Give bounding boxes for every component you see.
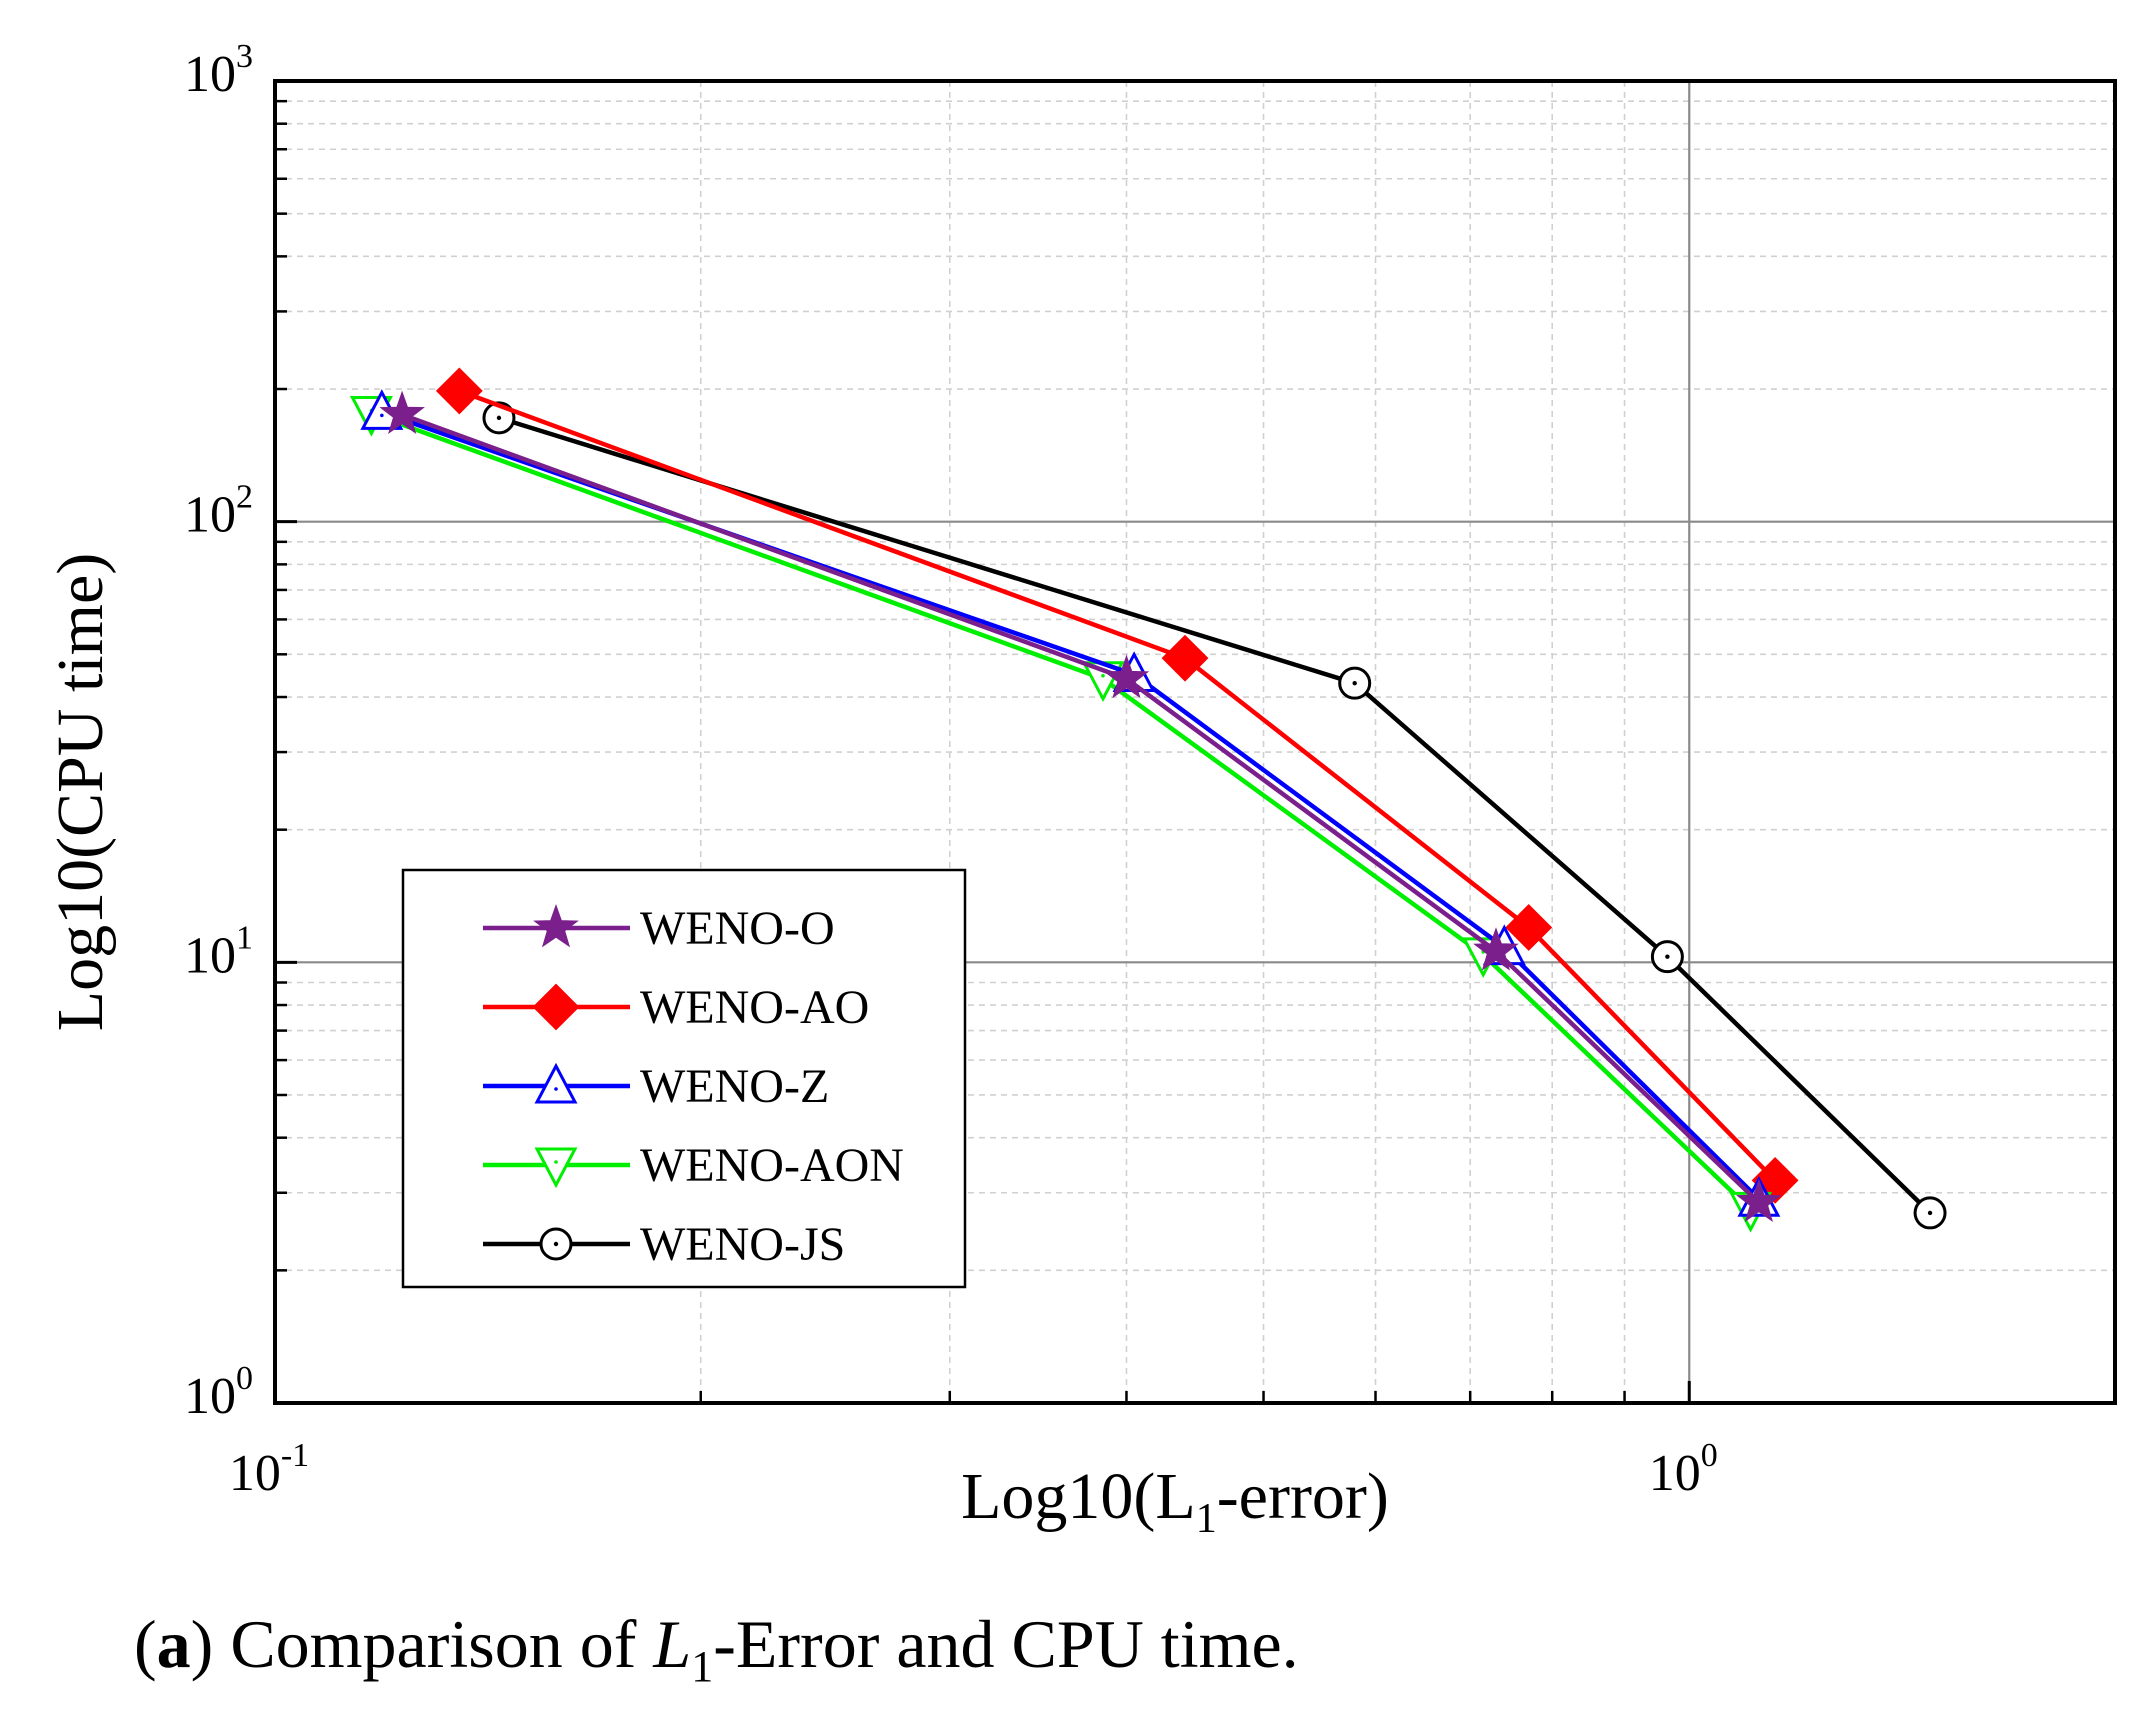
data-point bbox=[1338, 666, 1372, 700]
legend-label: WENO-AO bbox=[640, 981, 869, 1034]
data-point bbox=[1161, 634, 1209, 682]
data-point bbox=[1650, 940, 1684, 974]
y-axis-title: Log10(CPU time) bbox=[44, 553, 117, 1031]
data-point bbox=[1505, 904, 1553, 951]
series-line bbox=[498, 415, 1932, 1215]
legend-marker bbox=[532, 983, 580, 1031]
data-point bbox=[379, 390, 425, 435]
series-weno-ao bbox=[435, 367, 1799, 1204]
series-line bbox=[458, 388, 1777, 1182]
legend-label: WENO-JS bbox=[640, 1218, 845, 1271]
y-tick-label: 100 bbox=[184, 1360, 253, 1425]
legend-item-weno-js: WENO-JS bbox=[483, 1218, 845, 1271]
axis-ticks bbox=[273, 79, 2117, 1405]
x-tick-label: 10-1 bbox=[229, 1437, 309, 1502]
data-point bbox=[435, 367, 483, 415]
legend-marker bbox=[533, 904, 579, 948]
legend-item-weno-o: WENO-O bbox=[483, 902, 835, 955]
figure-caption: (a) Comparison of L1-Error and CPU time. bbox=[134, 1606, 1299, 1691]
legend-label: WENO-Z bbox=[640, 1060, 829, 1113]
x-tick-label: 100 bbox=[1649, 1437, 1718, 1502]
legend: WENO-O WENO-AO WENO-Z WENO-AON WENO-JS bbox=[401, 868, 967, 1289]
data-point bbox=[1103, 654, 1150, 699]
legend-marker bbox=[534, 1147, 578, 1189]
plot-frame bbox=[273, 79, 2117, 1405]
x-axis-title: Log10(L1-error) bbox=[961, 1460, 1389, 1542]
data-point bbox=[1913, 1196, 1947, 1230]
series-layer bbox=[349, 367, 1947, 1233]
legend-box bbox=[401, 868, 967, 1289]
legend-item-weno-z: WENO-Z bbox=[483, 1060, 829, 1113]
data-point bbox=[1736, 1178, 1782, 1223]
tick-labels: 10-1 100 100 101 102 103 bbox=[184, 38, 1718, 1502]
legend-marker bbox=[534, 1062, 578, 1104]
y-tick-label: 101 bbox=[184, 919, 253, 984]
y-tick-label: 102 bbox=[184, 479, 253, 544]
legend-label: WENO-O bbox=[640, 902, 835, 955]
legend-item-weno-ao: WENO-AO bbox=[483, 981, 869, 1034]
series-line bbox=[370, 411, 1753, 1212]
legend-item-weno-aon: WENO-AON bbox=[483, 1139, 904, 1192]
legend-marker bbox=[539, 1227, 573, 1261]
legend-label: WENO-AON bbox=[640, 1139, 904, 1192]
series-line bbox=[401, 412, 1761, 1205]
y-tick-label: 103 bbox=[184, 38, 253, 103]
series-weno-o bbox=[379, 390, 1782, 1223]
data-point bbox=[1473, 927, 1519, 971]
